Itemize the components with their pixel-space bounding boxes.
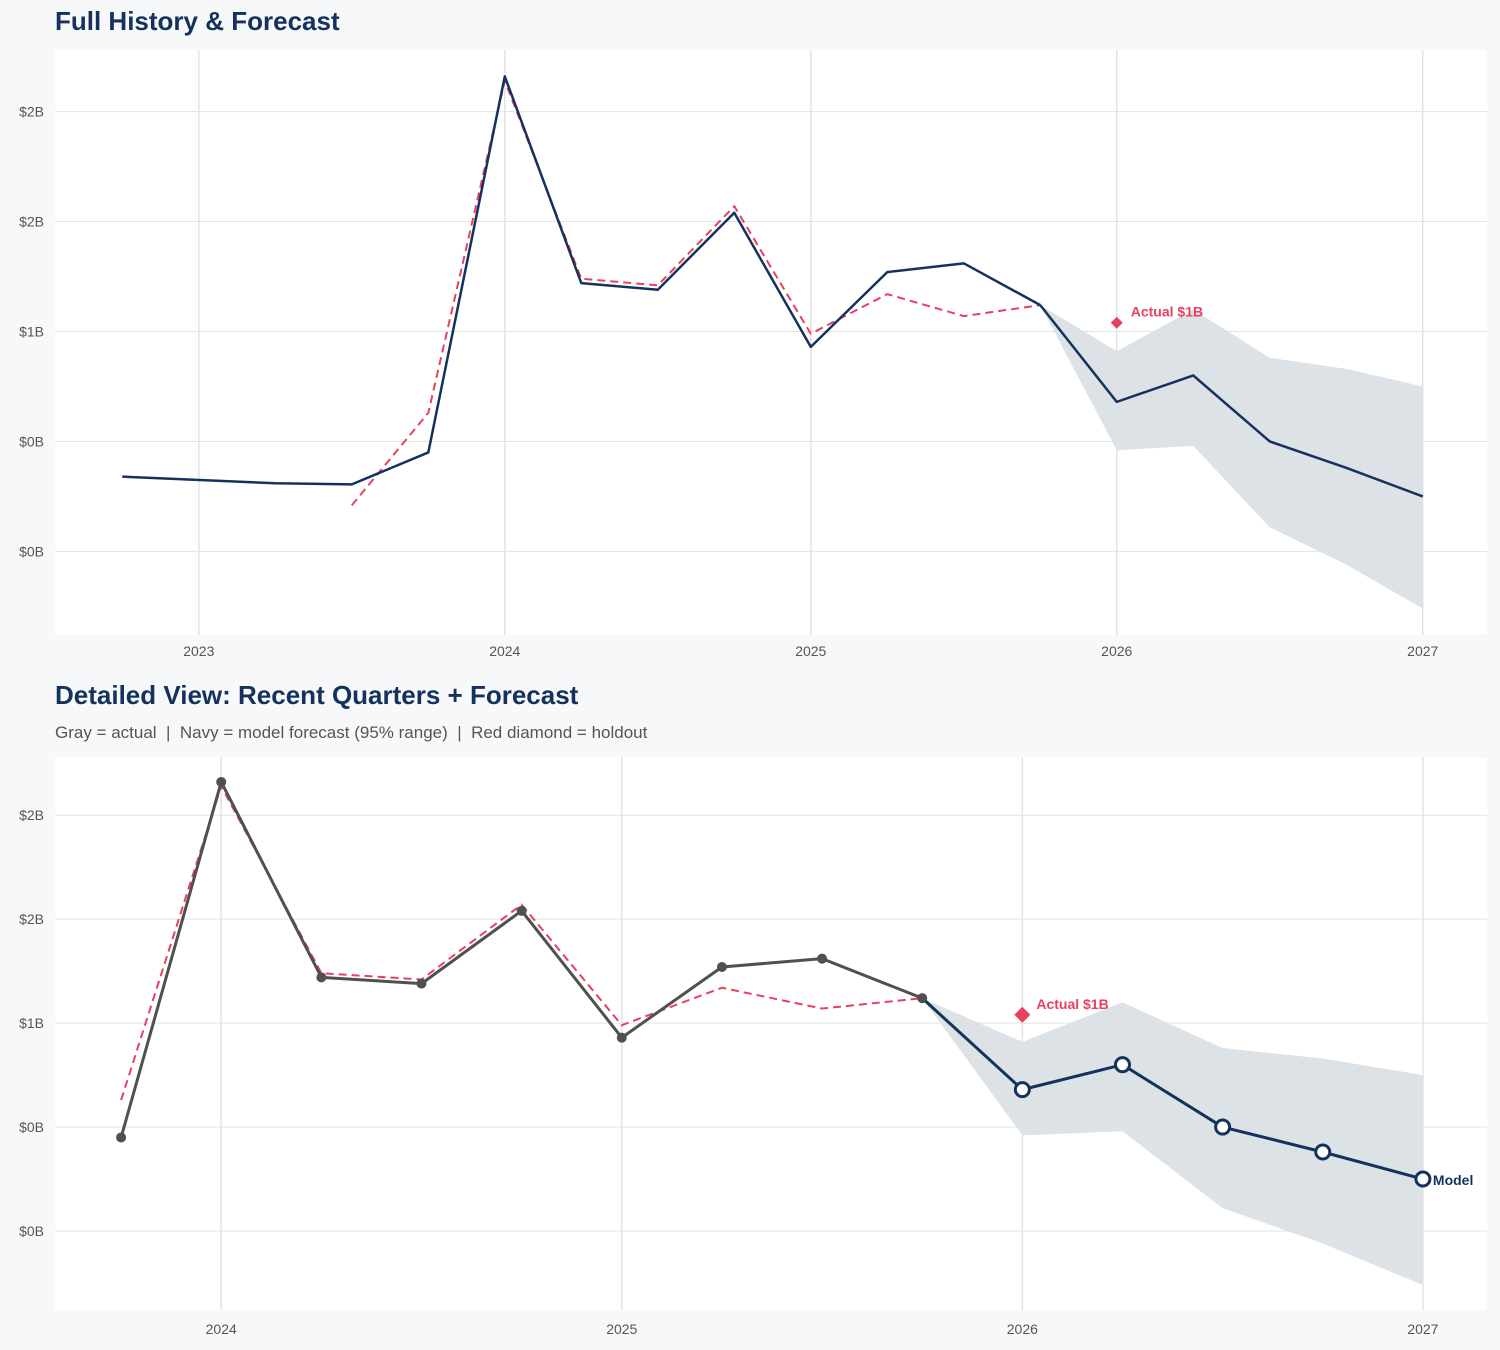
x-tick-label: 2026 (1101, 643, 1132, 659)
forecast-point (1414, 1170, 1432, 1188)
plot-area (55, 50, 1487, 635)
y-tick-label: $1B (19, 1015, 44, 1031)
forecast-point (1214, 1118, 1232, 1136)
x-tick-label: 2027 (1407, 643, 1438, 659)
y-tick-label: $0B (19, 433, 44, 449)
holdout-label: Actual $1B (1131, 304, 1203, 320)
actual-point (116, 1132, 127, 1143)
actual-point (216, 776, 227, 787)
fitted-line (120, 785, 923, 1101)
x-tick-label: 2025 (795, 643, 826, 659)
y-tick-label: $0B (19, 1223, 44, 1239)
forecast-point (1314, 1143, 1332, 1161)
forecast-point (1013, 1081, 1031, 1099)
fitted-line (351, 79, 1041, 506)
actual-point (516, 905, 527, 916)
x-tick-label: 2027 (1407, 1321, 1438, 1337)
y-tick-label: $0B (19, 543, 44, 559)
y-tick-label: $0B (19, 1119, 44, 1135)
actual-point (616, 1032, 627, 1043)
x-tick-label: 2023 (183, 643, 214, 659)
actual-point (917, 993, 928, 1004)
chart-2-subtitle: Gray = actual | Navy = model forecast (9… (55, 723, 648, 742)
actual-point (416, 978, 427, 989)
chart-2-title: Detailed View: Recent Quarters + Forecas… (55, 680, 579, 710)
actual-point (817, 953, 828, 964)
actual-point (716, 961, 727, 972)
holdout-label: Actual $1B (1036, 996, 1108, 1012)
forecast-95-range-band (1040, 305, 1423, 609)
chart-1-title: Full History & Forecast (55, 6, 340, 36)
y-tick-label: $2B (19, 911, 44, 927)
x-tick-label: 2024 (489, 643, 520, 659)
chart-2: $2B $2B $1B $0B $0B 2024 2025 2026 2027 Model Actu… (19, 757, 1487, 1337)
y-tick-label: $2B (19, 807, 44, 823)
forecast-line (921, 997, 1424, 1181)
plot-area (55, 757, 1487, 1310)
model-end-label: Model (1433, 1172, 1473, 1188)
y-tick-label: $2B (19, 214, 44, 230)
x-tick-label: 2024 (206, 1321, 237, 1337)
y-tick-label: $1B (19, 324, 44, 340)
holdout-diamond (1110, 316, 1123, 329)
x-tick-label: 2026 (1007, 1321, 1038, 1337)
x-tick-label: 2025 (606, 1321, 637, 1337)
y-tick-label: $2B (19, 104, 44, 120)
chart-1: $2B $2B $1B $0B $0B 2023 2024 2025 2026 2027 Actua… (19, 50, 1487, 659)
forecast-point (1113, 1056, 1131, 1074)
forecast-line (1039, 304, 1424, 498)
actual-point (316, 972, 327, 983)
holdout-diamond (1014, 1006, 1031, 1023)
actual-line (122, 75, 1041, 486)
forecast-95-range-band (922, 998, 1423, 1286)
